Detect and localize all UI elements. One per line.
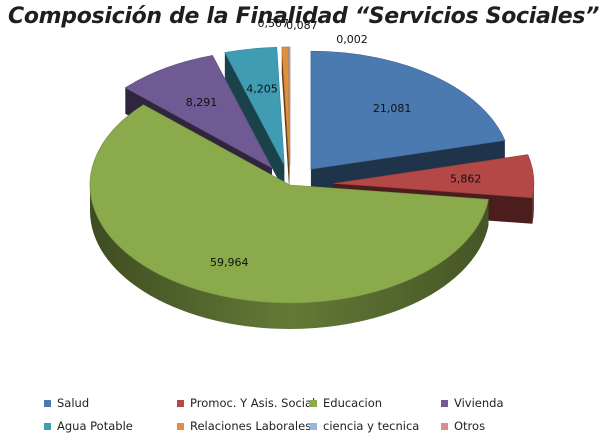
legend-label-educacion: Educacion bbox=[323, 396, 382, 410]
data-label-promoc-y-asis-social: 5,862 bbox=[450, 173, 482, 186]
legend-item-relaciones: Relaciones Laborales bbox=[177, 419, 311, 433]
data-label-salud: 21,081 bbox=[373, 102, 412, 115]
legend-item-salud: Salud bbox=[44, 396, 89, 410]
data-label-ciencia-y-tecnica: 0,087 bbox=[286, 19, 318, 32]
chart-legend: Salud Promoc. Y Asis. Social Educacion V… bbox=[44, 396, 564, 442]
legend-swatch-ciencia bbox=[310, 423, 317, 430]
legend-item-agua: Agua Potable bbox=[44, 419, 133, 433]
data-label-relaciones-laborales: 0,507 bbox=[258, 17, 290, 30]
legend-label-agua: Agua Potable bbox=[57, 419, 133, 433]
legend-label-ciencia: ciencia y tecnica bbox=[323, 419, 419, 433]
legend-label-promoc: Promoc. Y Asis. Social bbox=[190, 396, 315, 410]
legend-label-relaciones: Relaciones Laborales bbox=[190, 419, 311, 433]
legend-item-vivienda: Vivienda bbox=[441, 396, 504, 410]
legend-item-promoc: Promoc. Y Asis. Social bbox=[177, 396, 315, 410]
data-label-otros: 0,002 bbox=[336, 33, 368, 46]
legend-row-2: Agua Potable Relaciones Laborales cienci… bbox=[44, 419, 564, 442]
legend-swatch-educacion bbox=[310, 400, 317, 407]
legend-swatch-promoc bbox=[177, 400, 184, 407]
data-label-vivienda: 8,291 bbox=[186, 96, 218, 109]
legend-row-1: Salud Promoc. Y Asis. Social Educacion V… bbox=[44, 396, 564, 419]
legend-label-vivienda: Vivienda bbox=[454, 396, 504, 410]
legend-label-otros: Otros bbox=[454, 419, 485, 433]
legend-swatch-relaciones bbox=[177, 423, 184, 430]
legend-item-otros: Otros bbox=[441, 419, 485, 433]
legend-item-ciencia: ciencia y tecnica bbox=[310, 419, 419, 433]
legend-label-salud: Salud bbox=[57, 396, 89, 410]
legend-swatch-salud bbox=[44, 400, 51, 407]
data-label-educacion: 59,964 bbox=[210, 256, 249, 269]
legend-item-educacion: Educacion bbox=[310, 396, 382, 410]
legend-swatch-agua bbox=[44, 423, 51, 430]
legend-swatch-vivienda bbox=[441, 400, 448, 407]
data-label-agua-potable: 4,205 bbox=[246, 83, 278, 96]
legend-swatch-otros bbox=[441, 423, 448, 430]
